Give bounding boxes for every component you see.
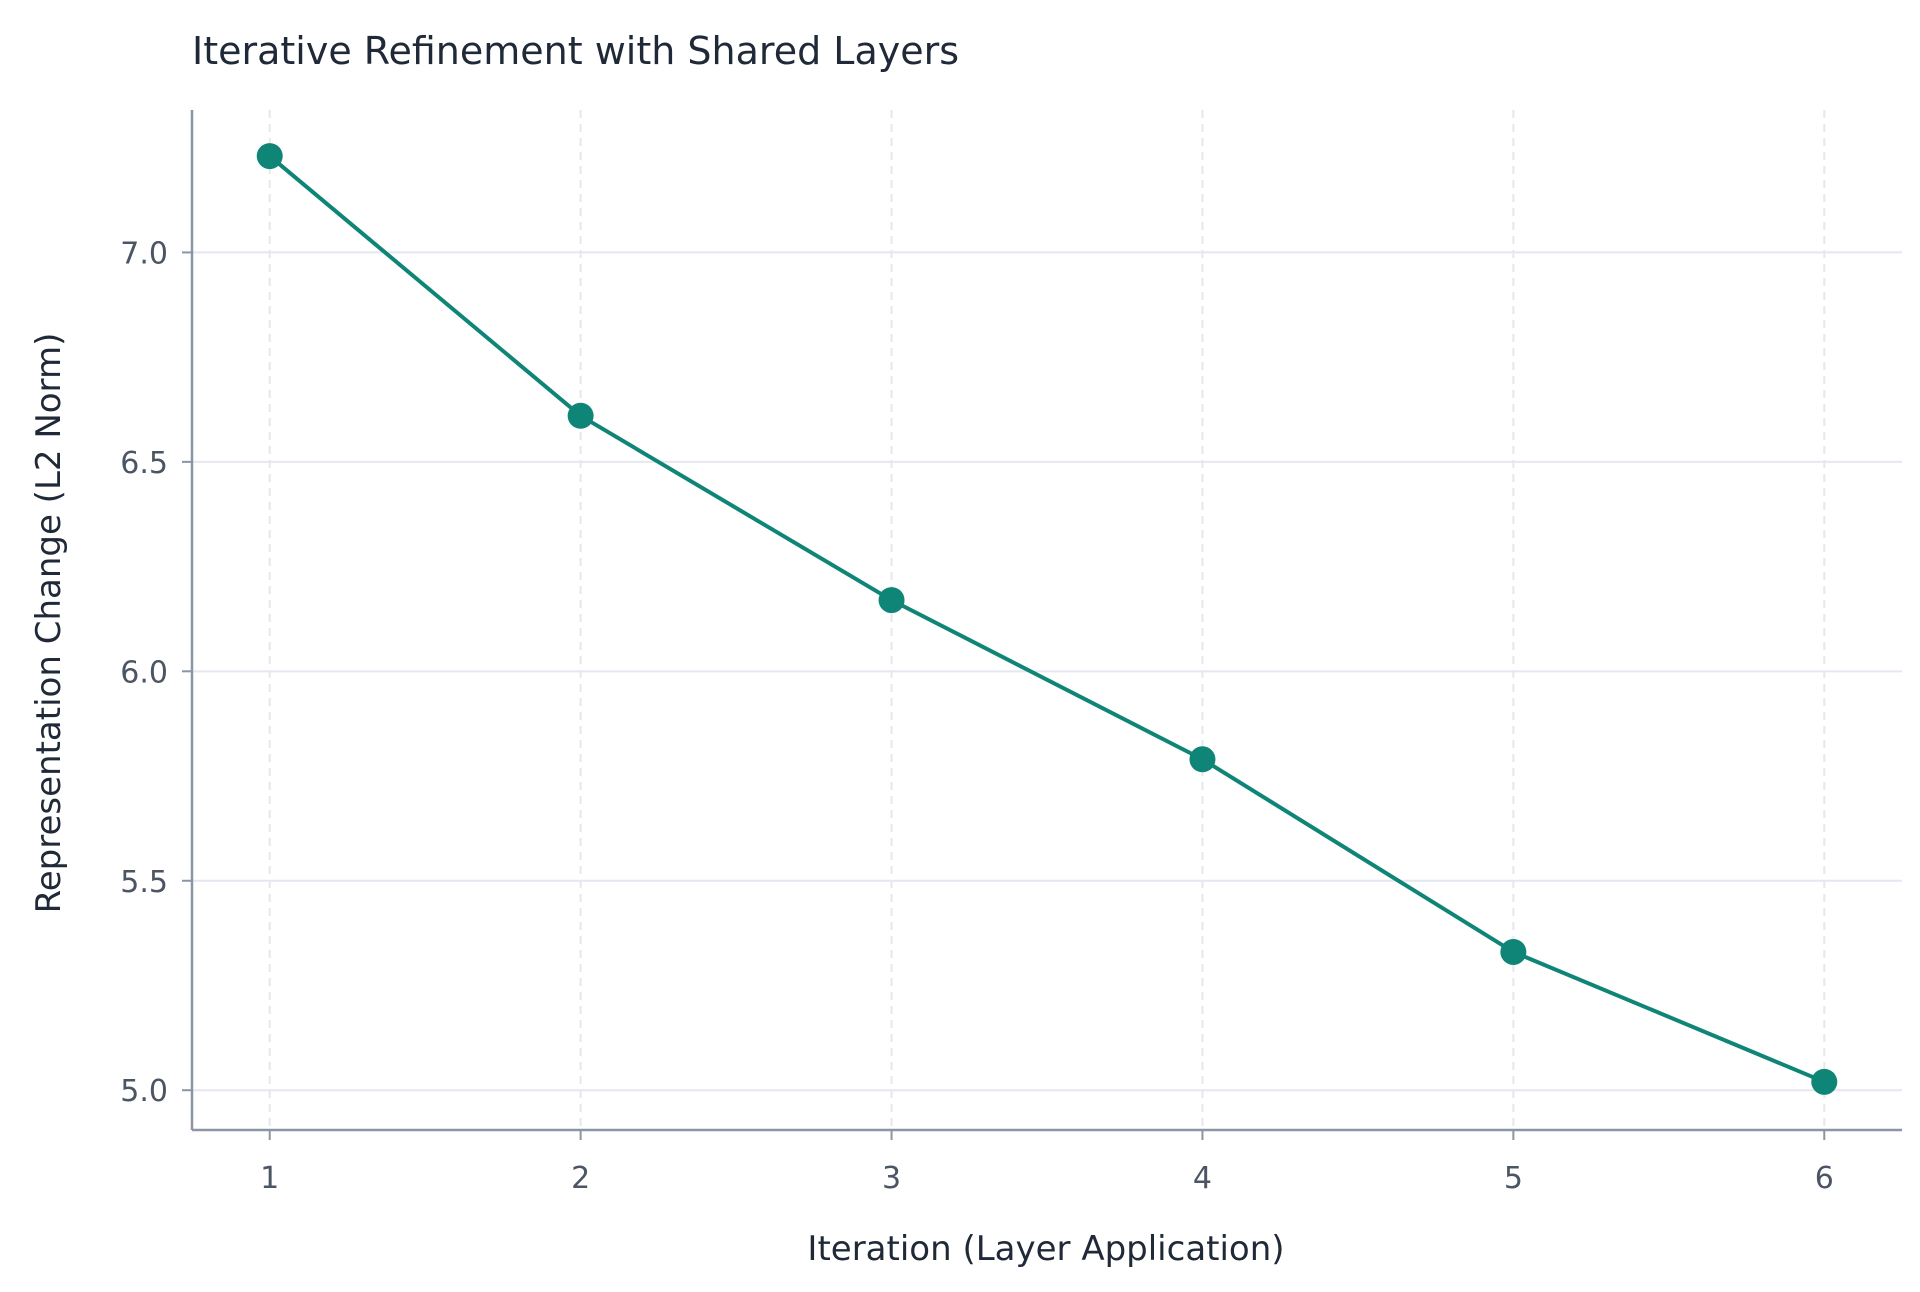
x-axis-label: Iteration (Layer Application): [807, 1229, 1284, 1269]
chart-title: Iterative Refinement with Shared Layers: [192, 29, 959, 73]
y-tick-label: 5.5: [120, 865, 168, 900]
series-line: [267, 154, 1827, 1084]
x-tick-label: 2: [571, 1161, 590, 1196]
y-tick-label: 7.0: [120, 236, 168, 271]
tick-labels: 5.0 5.5 6.0 6.5 7.0 1 2 3 4 5 6: [120, 236, 1834, 1196]
data-point: [256, 143, 283, 170]
data-point: [1500, 938, 1527, 965]
y-axis-label: Representation Change (L2 Norm): [29, 333, 69, 914]
x-tick-label: 5: [1504, 1161, 1523, 1196]
data-point: [1811, 1068, 1838, 1095]
grid-lines: [192, 110, 1902, 1130]
x-tick-label: 6: [1815, 1161, 1834, 1196]
y-tick-label: 5.0: [120, 1074, 168, 1109]
x-tick-label: 4: [1193, 1161, 1212, 1196]
y-tick-label: 6.0: [120, 655, 168, 690]
data-point: [878, 587, 905, 614]
data-point: [567, 402, 594, 429]
x-tick-label: 1: [260, 1161, 279, 1196]
data-series: [256, 143, 1838, 1095]
data-point: [1189, 746, 1216, 773]
y-tick-label: 6.5: [120, 446, 168, 481]
x-tick-label: 3: [882, 1161, 901, 1196]
axes: [182, 110, 1902, 1140]
